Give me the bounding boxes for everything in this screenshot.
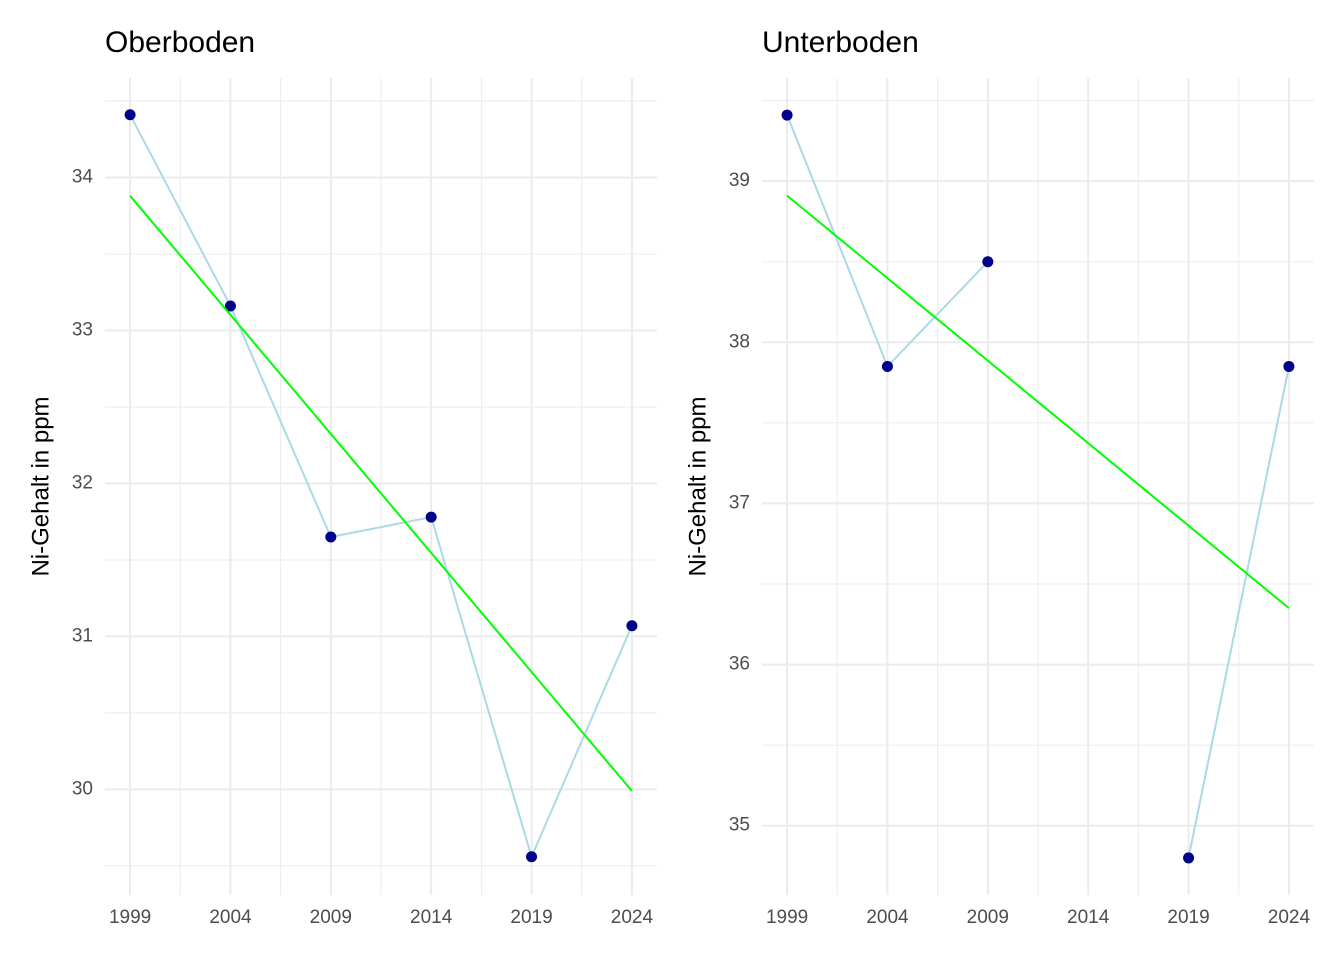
series-line <box>786 194 1290 609</box>
y-tick-label: 37 <box>729 492 750 513</box>
x-tick-label: 2004 <box>866 907 909 928</box>
data-point <box>1283 360 1295 372</box>
data-point <box>881 360 893 372</box>
series-line <box>129 114 633 860</box>
y-tick-label: 31 <box>72 625 93 646</box>
data-point <box>982 256 994 268</box>
data-point <box>224 300 236 312</box>
y-axis-label: Ni-Gehalt in ppm <box>27 396 54 576</box>
y-tick-label: 34 <box>72 166 94 187</box>
x-tick-label: 1999 <box>109 907 151 928</box>
y-tick-label: 33 <box>72 319 93 340</box>
y-tick-label: 38 <box>729 331 750 352</box>
x-tick-label: 2009 <box>967 907 1009 928</box>
data-point <box>425 511 437 523</box>
y-axis-label: Ni-Gehalt in ppm <box>684 396 711 576</box>
y-tick-label: 36 <box>729 654 750 675</box>
x-tick-label: 2019 <box>1167 907 1209 928</box>
data-point <box>124 109 136 121</box>
series-line <box>129 195 633 792</box>
chart-title: Oberboden <box>105 26 255 59</box>
x-tick-label: 2014 <box>1067 907 1110 928</box>
data-point <box>325 531 337 543</box>
y-tick-label: 39 <box>729 170 750 191</box>
y-tick-label: 32 <box>72 472 93 493</box>
y-tick-label: 30 <box>72 778 93 799</box>
data-point <box>626 620 638 632</box>
x-tick-label: 2014 <box>410 907 453 928</box>
x-tick-label: 2019 <box>510 907 552 928</box>
chart-title: Unterboden <box>762 26 919 59</box>
x-tick-label: 2024 <box>1268 907 1311 928</box>
x-tick-label: 1999 <box>766 907 808 928</box>
x-tick-label: 2004 <box>209 907 252 928</box>
data-point <box>781 109 793 121</box>
y-tick-label: 35 <box>729 815 750 836</box>
data-point <box>526 851 538 863</box>
x-tick-label: 2009 <box>310 907 352 928</box>
x-tick-label: 2024 <box>611 907 654 928</box>
data-point <box>1183 852 1195 864</box>
